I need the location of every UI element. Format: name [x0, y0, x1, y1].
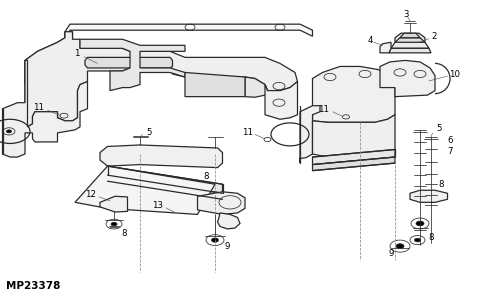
Polygon shape: [25, 32, 297, 127]
Polygon shape: [410, 190, 448, 202]
Polygon shape: [75, 166, 215, 214]
Polygon shape: [312, 66, 395, 122]
Text: 5: 5: [436, 124, 442, 133]
Polygon shape: [391, 33, 429, 48]
Text: 3: 3: [403, 10, 409, 19]
Text: 12: 12: [86, 190, 96, 199]
Polygon shape: [108, 166, 222, 193]
Polygon shape: [25, 32, 72, 85]
Circle shape: [212, 238, 218, 242]
Text: 4: 4: [367, 36, 373, 45]
Polygon shape: [395, 38, 425, 42]
Text: 8: 8: [203, 172, 209, 181]
Text: 9: 9: [388, 249, 394, 258]
Text: 8: 8: [121, 229, 127, 238]
Text: 11: 11: [318, 105, 330, 114]
Text: 11: 11: [34, 103, 44, 112]
Text: MP23378: MP23378: [6, 281, 60, 291]
Polygon shape: [108, 175, 222, 199]
Circle shape: [6, 130, 12, 133]
Text: 7: 7: [448, 146, 453, 156]
Polygon shape: [400, 33, 420, 38]
Polygon shape: [2, 60, 87, 157]
Circle shape: [111, 222, 117, 226]
Polygon shape: [312, 149, 395, 165]
Polygon shape: [185, 72, 245, 97]
Polygon shape: [100, 196, 128, 212]
Polygon shape: [380, 42, 391, 53]
Circle shape: [414, 238, 420, 242]
Polygon shape: [245, 77, 268, 97]
Circle shape: [396, 244, 404, 249]
Text: 9: 9: [225, 242, 230, 251]
Text: 5: 5: [146, 128, 152, 137]
Polygon shape: [380, 60, 435, 97]
Text: 6: 6: [448, 136, 453, 145]
Polygon shape: [100, 145, 222, 168]
Circle shape: [416, 221, 424, 226]
Polygon shape: [85, 57, 172, 68]
Polygon shape: [312, 115, 395, 157]
Text: 2: 2: [431, 32, 437, 41]
Polygon shape: [80, 39, 185, 91]
Text: 1: 1: [74, 49, 79, 58]
Polygon shape: [300, 106, 320, 163]
Polygon shape: [265, 82, 298, 119]
Text: 11: 11: [242, 128, 253, 137]
Text: 8: 8: [438, 180, 444, 189]
Polygon shape: [389, 48, 431, 53]
Text: 13: 13: [152, 201, 163, 210]
Text: 10: 10: [450, 70, 460, 79]
Polygon shape: [198, 192, 245, 214]
Polygon shape: [65, 24, 312, 38]
Polygon shape: [218, 213, 240, 229]
Polygon shape: [312, 157, 395, 171]
Text: 8: 8: [428, 233, 434, 243]
